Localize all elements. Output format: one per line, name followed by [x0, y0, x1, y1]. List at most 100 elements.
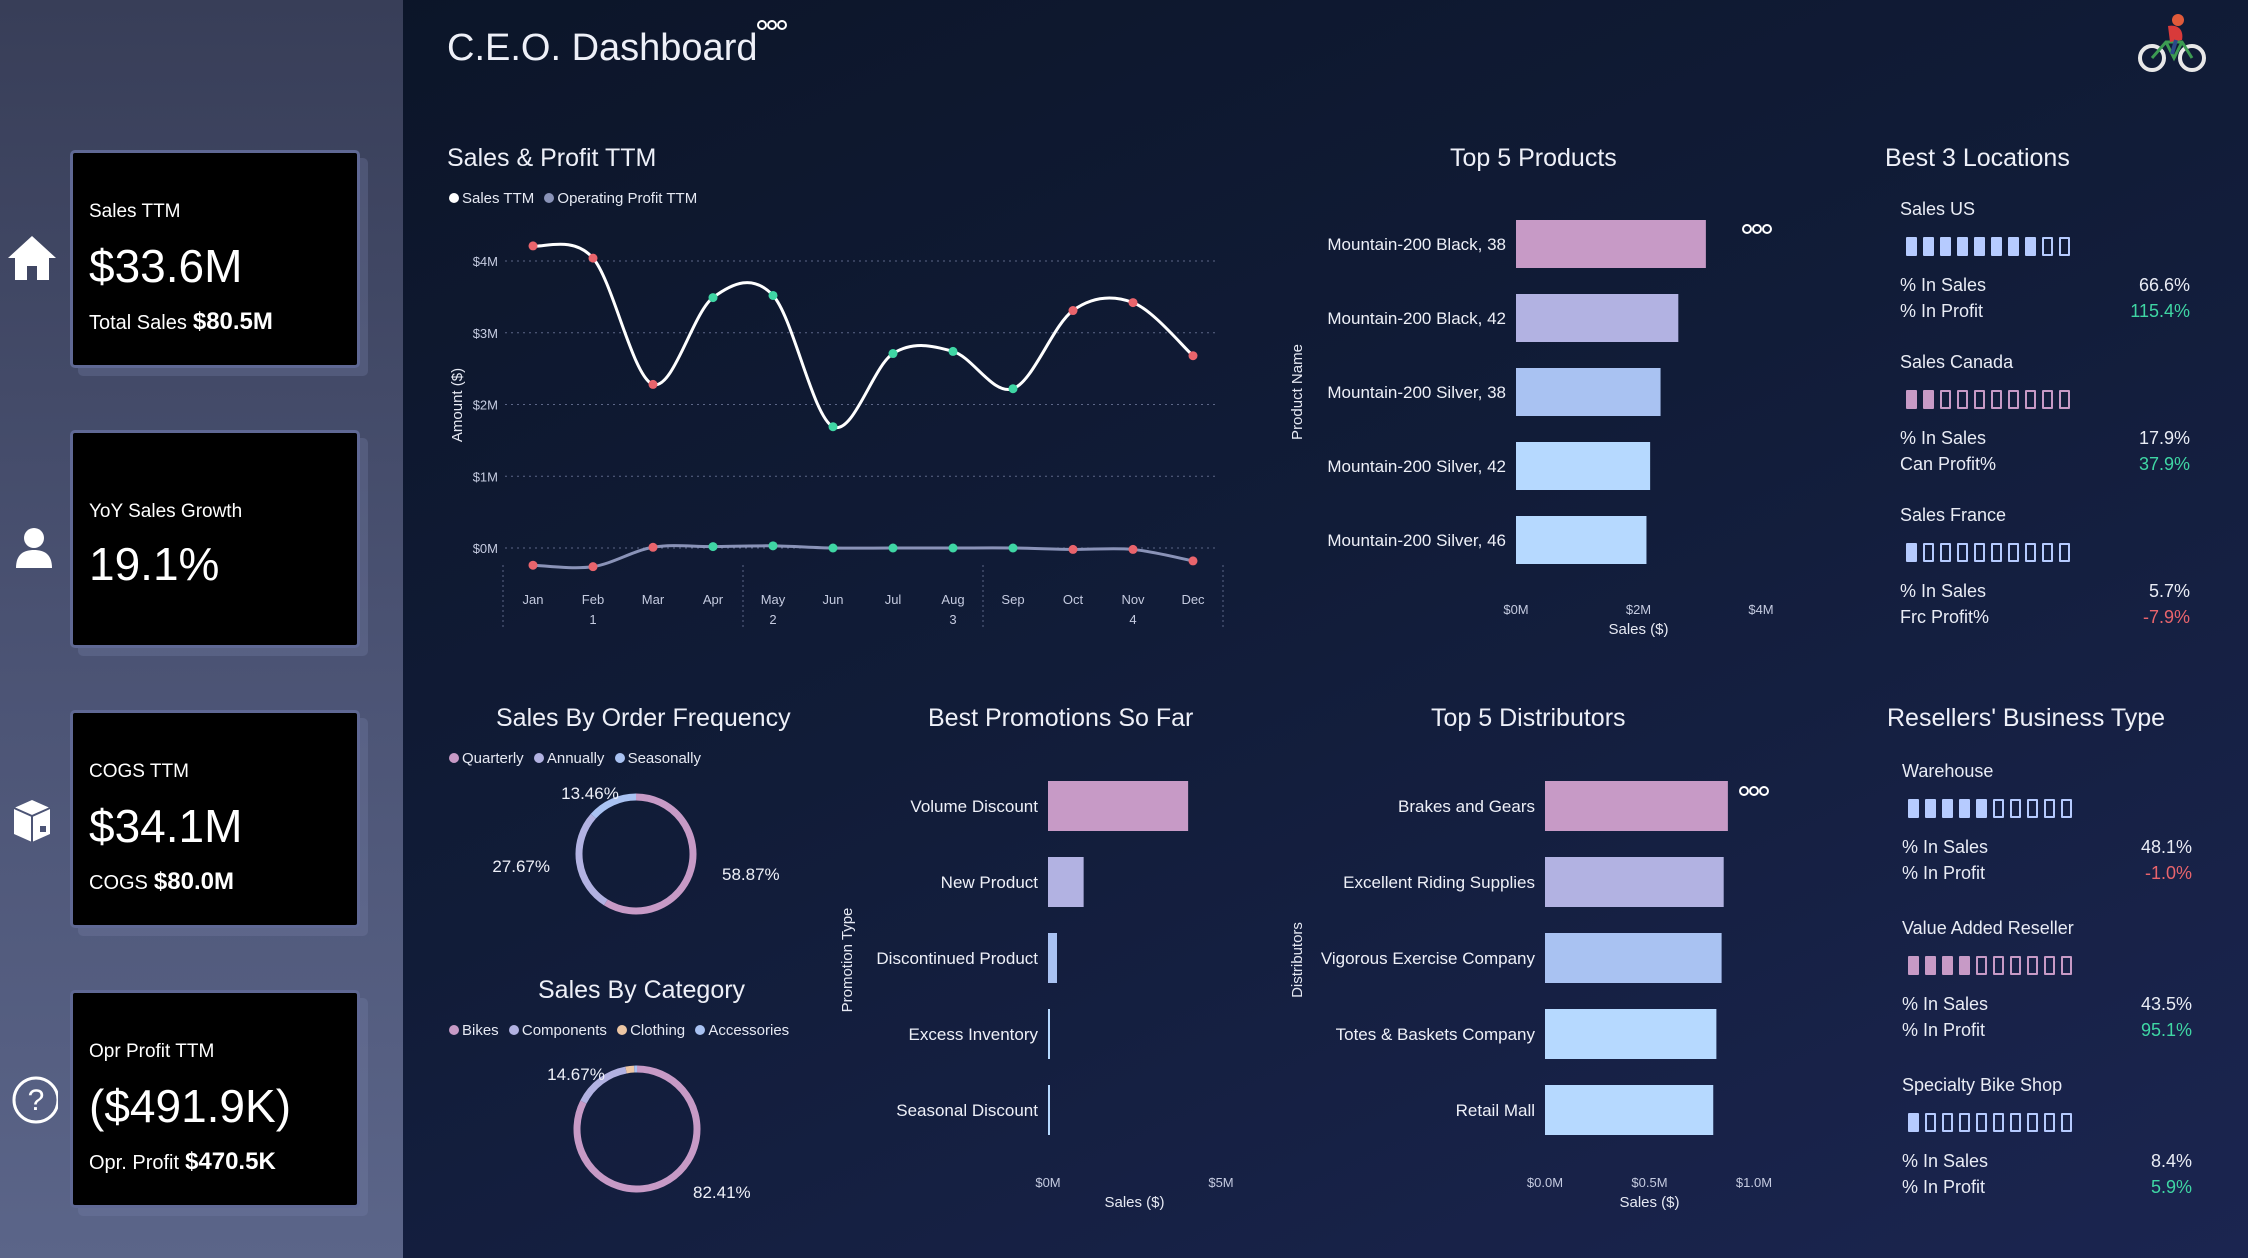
distributors-chart[interactable]: Distributors Brakes and Gears Excellent R…: [1280, 760, 1800, 1220]
home-icon[interactable]: [6, 232, 58, 284]
progress-segment: [2025, 543, 2036, 562]
category-label: Brakes and Gears: [1398, 797, 1535, 816]
x-tick-label: $0.5M: [1631, 1175, 1667, 1190]
progress-segment: [1957, 237, 1968, 256]
metric-value: 5.9%: [2150, 1177, 2192, 1197]
card-sub-value: $80.0M: [153, 868, 234, 895]
legend-item-profit[interactable]: Operating Profit TTM: [544, 190, 697, 207]
progress-segment: [1959, 1113, 1970, 1132]
metric-value: 43.5%: [2140, 994, 2192, 1014]
progress-segment: [2008, 543, 2019, 562]
profit-point: [828, 543, 838, 553]
progress-segment: [1908, 799, 1919, 818]
promotions-chart[interactable]: Promotion Type Volume Discount New Produc…: [830, 760, 1270, 1220]
legend-item-sales[interactable]: Sales TTM: [449, 190, 534, 207]
progress-segment: [1906, 543, 1917, 562]
sales-point: [888, 349, 898, 359]
legend-item-seasonally[interactable]: Seasonally: [614, 750, 701, 767]
donut-slice: [580, 1066, 627, 1104]
x-tick-label: Jun: [823, 592, 844, 607]
progress-segment: [1940, 543, 1951, 562]
category-label: Mountain-200 Silver, 38: [1327, 383, 1506, 402]
legend-item-clothing[interactable]: Clothing: [617, 1022, 685, 1039]
cogs-ttm-card[interactable]: COGS TTM $34.1M COGS $80.0M: [70, 710, 360, 928]
x-tick-label: $0M: [1035, 1175, 1060, 1190]
locations-title: Best 3 Locations: [1885, 144, 2070, 172]
sales-point: [588, 253, 598, 263]
person-icon[interactable]: [6, 522, 58, 574]
category-title: Sales By Category: [538, 976, 746, 1004]
donut-slice: [625, 1065, 635, 1074]
top-products-chart[interactable]: Product Name Mountain-200 Black, 38 Mount…: [1280, 200, 1800, 650]
x-tick-label: Jul: [885, 592, 902, 607]
box-icon[interactable]: [6, 794, 58, 846]
progress-segment: [1993, 956, 2004, 975]
progress-segment: [2044, 1113, 2055, 1132]
progress-segment: [2042, 237, 2053, 256]
metric-label: % In Profit: [1902, 1177, 1986, 1197]
progress-segment: [2059, 543, 2070, 562]
profit-point: [1068, 544, 1078, 554]
bar: [1516, 368, 1661, 416]
profit-point: [1188, 556, 1198, 566]
help-icon[interactable]: ?: [6, 1074, 58, 1126]
metric-title: Specialty Bike Shop: [1902, 1075, 2063, 1095]
progress-segment: [1906, 390, 1917, 409]
more-options-icon[interactable]: [1739, 785, 1769, 797]
x-axis-label: Sales ($): [1608, 621, 1668, 638]
metric-label: % In Sales: [1902, 1151, 1989, 1171]
opr-profit-card[interactable]: Opr Profit TTM ($491.9K) Opr. Profit $470…: [70, 990, 360, 1208]
more-options-icon[interactable]: [1742, 223, 1772, 235]
card-sub-label: Total Sales: [89, 312, 187, 334]
bar: [1048, 857, 1084, 907]
progress-segment: [1976, 799, 1987, 818]
sales-point: [528, 241, 538, 251]
metric-value: 66.6%: [2138, 275, 2190, 295]
progress-segment: [2008, 390, 2019, 409]
profit-point: [888, 543, 898, 553]
progress-segment: [2059, 237, 2070, 256]
yoy-growth-card[interactable]: YoY Sales Growth 19.1%: [70, 430, 360, 648]
progress-segment: [1940, 390, 1951, 409]
y-axis-label: Product Name: [1289, 344, 1306, 440]
progress-indicator: [1908, 799, 2072, 818]
progress-segment: [1976, 1113, 1987, 1132]
metric-label: % In Profit: [1902, 1020, 1986, 1040]
progress-segment: [1942, 1113, 1953, 1132]
progress-segment: [1974, 543, 1985, 562]
card-sub-value: $470.5K: [185, 1148, 276, 1175]
order-frequency-donut[interactable]: 58.87% 27.67% 13.46%: [470, 775, 810, 945]
category-label: Mountain-200 Silver, 46: [1327, 531, 1506, 550]
page-title: C.E.O. Dashboard: [447, 27, 758, 69]
category-donut[interactable]: 82.41% 14.67%: [470, 1050, 810, 1210]
sales-profit-title: Sales & Profit TTM: [447, 144, 657, 172]
card-label: Opr Profit TTM: [89, 1041, 215, 1062]
resellers-title: Resellers' Business Type: [1887, 704, 2166, 732]
metric-value: 48.1%: [2140, 837, 2192, 857]
legend-item-components[interactable]: Components: [508, 1022, 607, 1039]
legend-item-bikes[interactable]: Bikes: [449, 1022, 499, 1039]
progress-segment: [2027, 799, 2038, 818]
metric-label: Can Profit%: [1900, 454, 1997, 474]
sales-profit-chart[interactable]: Amount ($) $0M $1M $2M $3M $4M Jan Feb 1 Mar Apr M…: [440, 215, 1240, 635]
category-label: Excellent Riding Supplies: [1343, 873, 1535, 892]
legend-item-quarterly[interactable]: Quarterly: [449, 750, 524, 767]
progress-segment: [2025, 237, 2036, 256]
progress-segment: [1925, 956, 1936, 975]
progress-segment: [2061, 956, 2072, 975]
legend-item-annually[interactable]: Annually: [533, 750, 604, 767]
legend-item-accessories[interactable]: Accessories: [695, 1022, 789, 1039]
top-products-title: Top 5 Products: [1450, 144, 1617, 172]
sales-ttm-card[interactable]: Sales TTM $33.6M Total Sales $80.5M: [70, 150, 360, 368]
card-sub: COGS $80.0M: [89, 868, 234, 896]
progress-segment: [2044, 799, 2055, 818]
progress-segment: [2010, 1113, 2021, 1132]
svg-text:?: ?: [28, 1084, 45, 1117]
more-options-icon[interactable]: [757, 19, 787, 31]
x-tick-label: Sep: [1001, 592, 1024, 607]
promotions-title: Best Promotions So Far: [928, 704, 1194, 732]
sales-point: [648, 379, 658, 389]
profit-point: [528, 560, 538, 570]
progress-segment: [1923, 390, 1934, 409]
category-label: New Product: [941, 873, 1039, 892]
